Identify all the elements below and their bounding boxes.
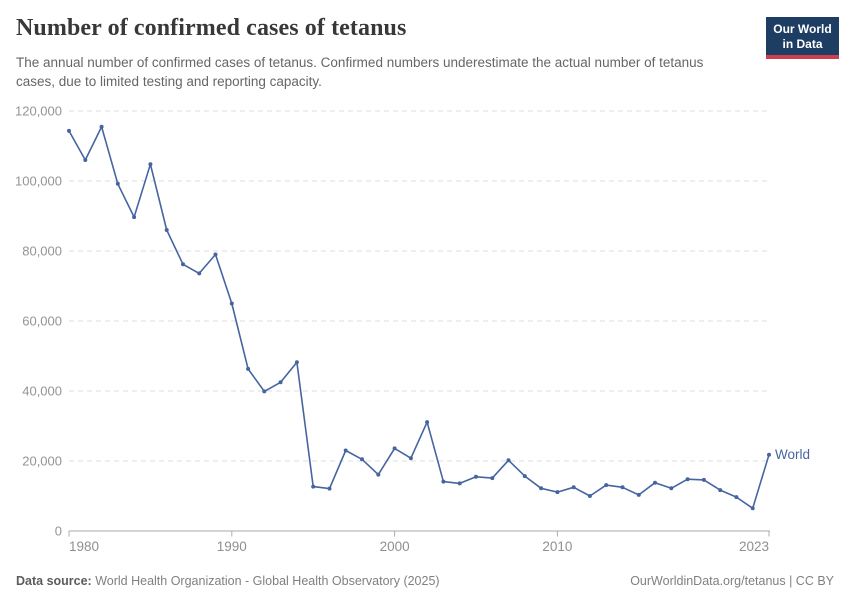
chart-footer: Data source: World Health Organization -…	[16, 574, 834, 588]
data-point	[360, 457, 364, 462]
data-point	[376, 472, 381, 477]
data-point	[425, 420, 430, 425]
data-point	[555, 490, 560, 495]
owid-logo[interactable]: Our World in Data	[766, 17, 839, 60]
license-link[interactable]: OurWorldinData.org/tetanus | CC BY	[630, 574, 834, 588]
chart-subtitle: The annual number of confirmed cases of …	[16, 55, 704, 90]
data-point	[506, 458, 511, 463]
data-point	[750, 506, 755, 511]
data-point	[587, 494, 592, 498]
data-source-text: World Health Organization - Global Healt…	[91, 574, 440, 588]
data-point	[132, 215, 137, 220]
x-axis-tick-label: 2000	[380, 539, 410, 554]
y-axis-tick-label: 120,000	[15, 104, 62, 119]
data-point	[181, 262, 185, 267]
data-point	[311, 484, 316, 489]
data-point	[522, 474, 527, 479]
data-point	[327, 486, 332, 491]
data-source-label: Data source:	[16, 574, 92, 588]
data-point	[669, 486, 674, 491]
x-axis-tick-label: 1990	[217, 539, 247, 554]
data-point	[685, 477, 690, 482]
y-axis-tick-label: 40,000	[22, 384, 62, 399]
series-end-label: World	[775, 447, 810, 462]
y-axis-tick-label: 80,000	[22, 244, 62, 259]
data-line-world	[68, 126, 770, 510]
x-axis-tick-label: 2023	[739, 539, 769, 554]
data-point	[571, 485, 576, 490]
data-point	[604, 483, 609, 488]
data-point	[262, 389, 267, 394]
data-point	[229, 301, 234, 306]
data-point	[490, 476, 495, 481]
owid-logo-line2: in Data	[782, 36, 823, 51]
data-point	[83, 158, 88, 162]
page-title: Number of confirmed cases of tetanus	[16, 15, 407, 41]
data-source-line: Data source: World Health Organization -…	[16, 574, 440, 588]
y-axis-tick-label: 20,000	[22, 454, 62, 469]
data-point	[115, 181, 120, 186]
owid-logo-line1: Our World	[773, 22, 832, 36]
data-point	[148, 162, 153, 167]
data-point	[408, 456, 413, 461]
data-point	[343, 448, 348, 453]
y-axis-tick-label: 100,000	[15, 174, 62, 189]
data-point	[99, 124, 104, 129]
data-point	[278, 380, 283, 385]
data-point	[441, 479, 446, 484]
data-point	[539, 486, 544, 491]
data-point	[474, 474, 478, 479]
data-point	[246, 366, 251, 371]
x-axis-tick-label: 1980	[69, 539, 99, 554]
data-point	[67, 128, 71, 133]
data-point	[767, 452, 771, 457]
data-point	[653, 480, 657, 485]
data-point	[197, 271, 202, 276]
x-axis-tick-label: 2010	[542, 539, 572, 554]
data-point	[636, 492, 641, 497]
data-point	[701, 477, 706, 482]
y-axis-tick-label: 60,000	[22, 314, 62, 329]
data-point	[620, 485, 625, 490]
data-point	[718, 488, 723, 493]
y-axis-tick-label: 0	[55, 524, 62, 539]
data-point	[294, 360, 299, 365]
data-point	[213, 252, 218, 257]
data-point	[457, 481, 462, 486]
data-point	[734, 495, 739, 500]
data-point	[164, 228, 169, 232]
data-point	[392, 446, 397, 451]
